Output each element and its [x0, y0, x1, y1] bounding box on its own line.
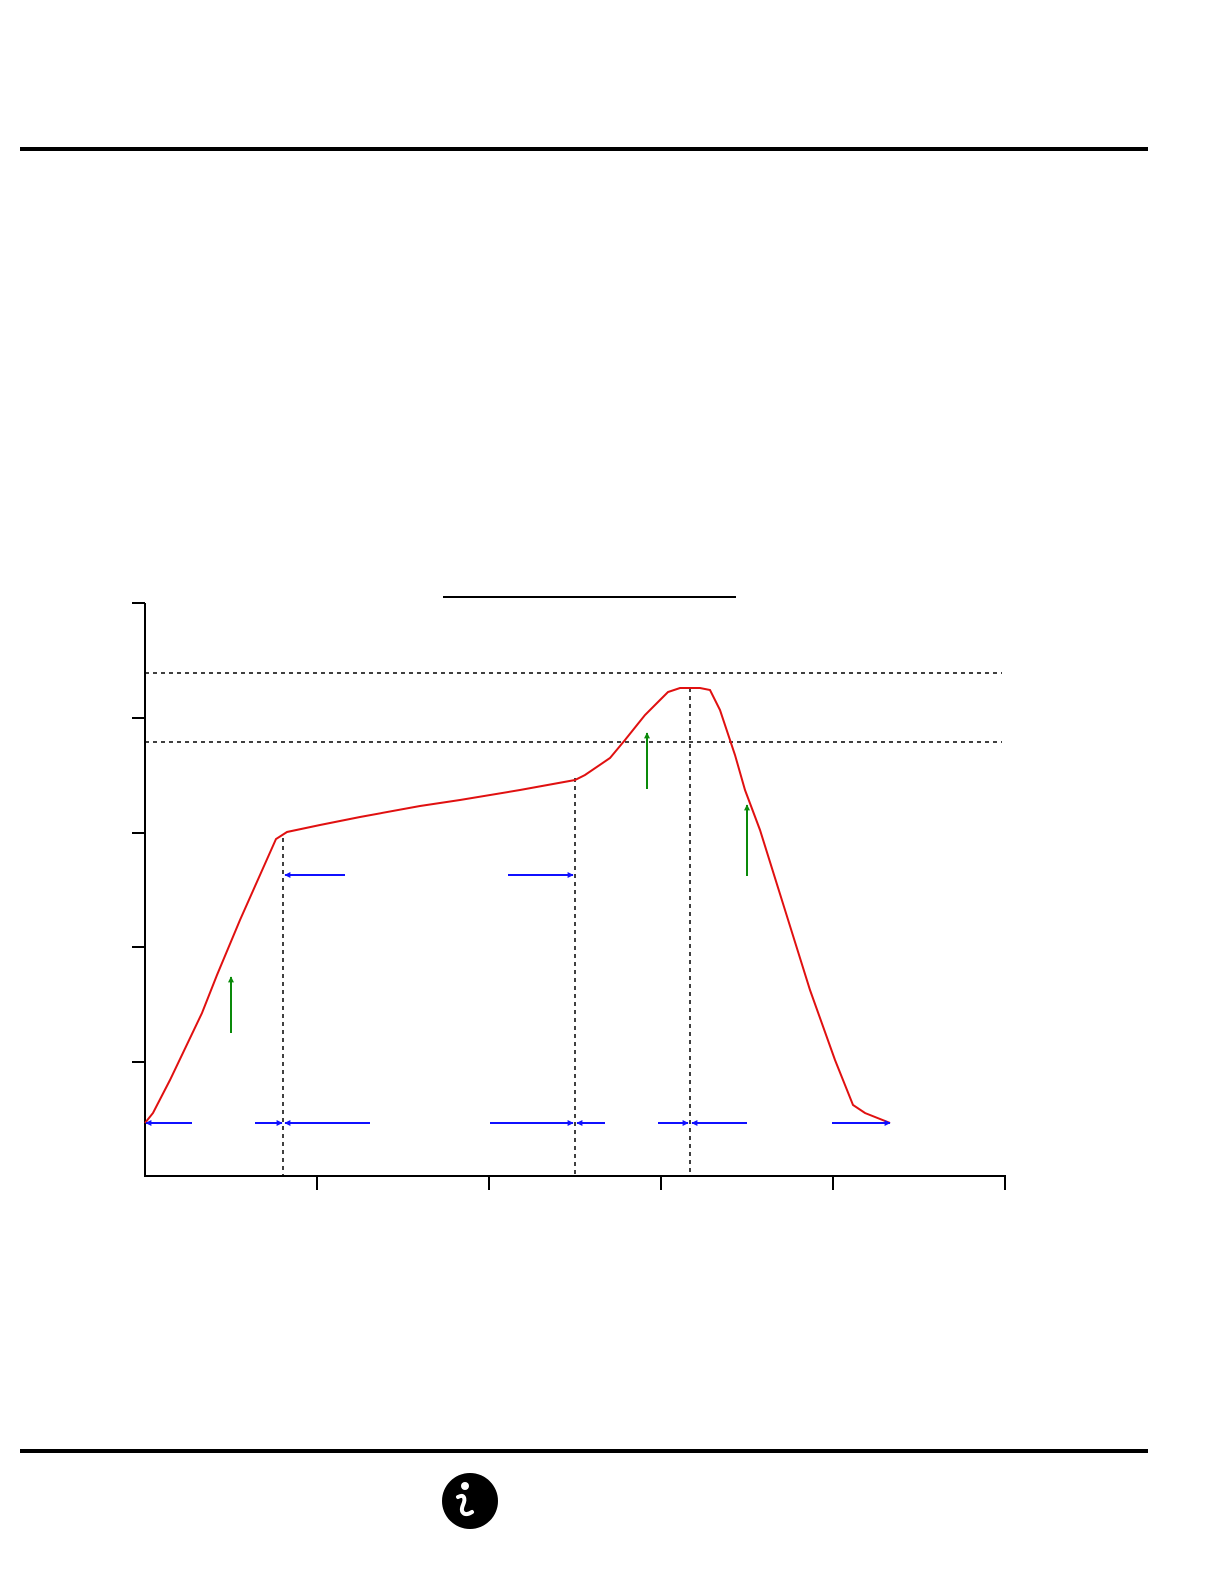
profile-figure: [132, 596, 1006, 1190]
guide-lines: [145, 672, 1002, 1176]
span-arrows: [145, 872, 891, 1126]
y-ticks: [132, 602, 145, 1063]
info-logo: [442, 1473, 498, 1529]
x-ticks: [316, 1176, 1006, 1190]
profile-curve: [144, 687, 891, 1124]
pointer-arrows: [228, 732, 750, 1033]
